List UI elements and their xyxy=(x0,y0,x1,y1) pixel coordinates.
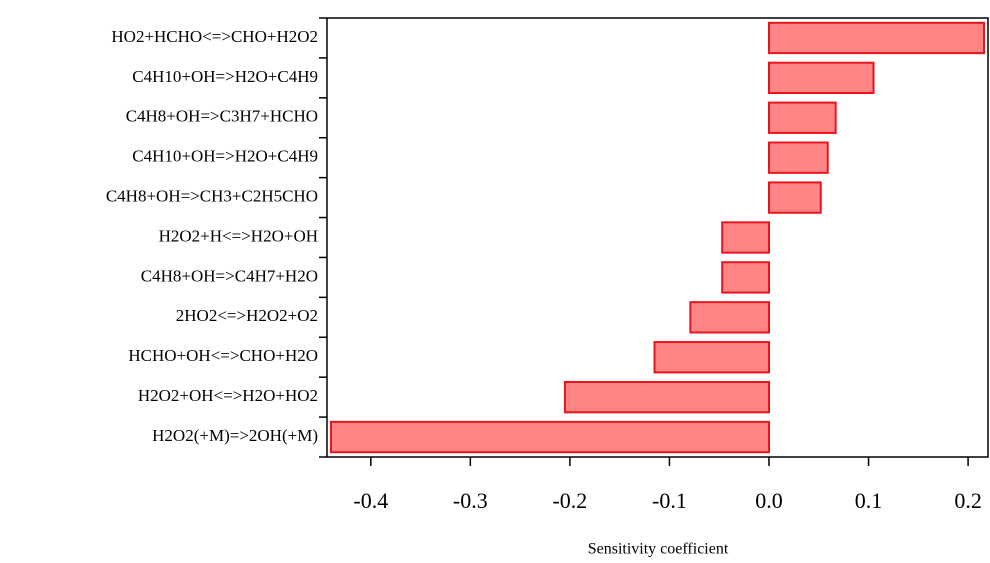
y-tick-label: C4H8+OH=>C3H7+HCHO xyxy=(126,107,318,126)
bar xyxy=(767,101,837,134)
bar xyxy=(689,301,770,334)
y-tick-label: 2HO2<=>H2O2+O2 xyxy=(176,306,318,325)
x-tick-label: 0.0 xyxy=(755,488,783,513)
x-tick-label: -0.3 xyxy=(453,488,488,513)
x-tick-label: -0.2 xyxy=(552,488,587,513)
x-axis-label: Sensitivity coefficient xyxy=(588,541,729,558)
plot-frame xyxy=(326,17,989,458)
x-tick-label: 0.1 xyxy=(855,488,883,513)
bar xyxy=(653,341,770,374)
x-tick-label: 0.2 xyxy=(954,488,982,513)
y-tick-label: C4H10+OH=>H2O+C4H9 xyxy=(132,67,318,86)
y-tick-label: HO2+HCHO<=>CHO+H2O2 xyxy=(111,27,318,46)
bar xyxy=(563,380,770,414)
bar xyxy=(721,221,770,254)
bar xyxy=(721,261,770,294)
x-tick-label: -0.1 xyxy=(652,488,687,513)
bar xyxy=(329,420,770,454)
y-tick-label: C4H10+OH=>H2O+C4H9 xyxy=(132,147,318,166)
bar xyxy=(767,181,822,214)
bar xyxy=(767,61,875,95)
y-tick-label: H2O2(+M)=>2OH(+M) xyxy=(152,426,318,445)
y-tick-label: HCHO+OH<=>CHO+H2O xyxy=(128,346,318,365)
y-tick-label: C4H8+OH=>C4H7+H2O xyxy=(141,266,318,285)
y-tick-label: H2O2+H<=>H2O+OH xyxy=(159,226,318,245)
bar xyxy=(767,141,829,174)
y-tick-label: H2O2+OH<=>H2O+HO2 xyxy=(138,386,318,405)
y-tick-label: C4H8+OH=>CH3+C2H5CHO xyxy=(106,186,318,205)
bar xyxy=(767,21,986,55)
x-tick-label: -0.4 xyxy=(353,488,388,513)
